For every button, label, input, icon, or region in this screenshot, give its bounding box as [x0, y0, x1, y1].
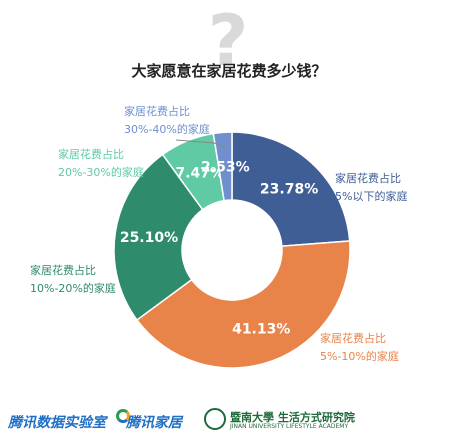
leader-line-slice-4 [175, 139, 227, 148]
chart-title: 大家愿意在家居花费多少钱？ [131, 62, 327, 80]
slice-value-label-1: 41.13% [232, 322, 290, 338]
slice-label-2-line1: 家居花费占比 [30, 264, 96, 277]
jinan-university-logo: 暨南大學 生活方式研究院 [230, 411, 355, 424]
slice-label-1-line2: 5%-10%的家庭 [320, 350, 399, 363]
slice-label-1: 家居花费占比 5%-10%的家庭 [320, 330, 399, 366]
slice-label-0: 家居花费占比 5%以下的家庭 [335, 170, 407, 206]
slice-label-4-line2: 30%-40%的家庭 [124, 123, 210, 136]
slice-label-3: 家居花费占比 20%-30%的家庭 [58, 146, 144, 182]
tencent-data-lab-logo: 腾讯数据实验室 [8, 415, 106, 431]
tencent-home-logo: 腾讯家居 [126, 415, 182, 431]
slice-label-0-line2: 5%以下的家庭 [335, 190, 408, 203]
jinan-university-subtitle: JINAN UNIVERSITY LIFESTYLE ACADEMY [230, 423, 349, 430]
slice-label-0-line1: 家居花费占比 [335, 172, 401, 185]
tencent-home-icon [116, 409, 130, 423]
slice-label-3-line2: 20%-30%的家庭 [58, 166, 144, 179]
question-mark-decoration: ? [207, 0, 249, 82]
slice-value-label-0: 23.78% [260, 181, 318, 197]
slice-label-4-line1: 家居花费占比 [124, 105, 190, 118]
slice-value-label-3: 7.47% [175, 165, 224, 181]
donut-slice-2 [113, 153, 204, 321]
slice-label-3-line1: 家居花费占比 [58, 148, 124, 161]
slice-label-2-line2: 10%-20%的家庭 [30, 282, 116, 295]
footer-logos: 腾讯数据实验室 腾讯家居 暨南大學 生活方式研究院 JINAN UNIVERSI… [0, 400, 458, 440]
donut-slice-4 [212, 131, 233, 202]
slice-label-2: 家居花费占比 10%-20%的家庭 [30, 262, 116, 298]
donut-slice-0 [231, 131, 351, 247]
donut-slice-1 [135, 240, 351, 369]
jinan-university-seal-icon [204, 408, 226, 430]
slice-value-label-2: 25.10% [120, 230, 178, 246]
slice-label-4: 家居花费占比 30%-40%的家庭 [124, 103, 210, 139]
slice-label-1-line1: 家居花费占比 [320, 332, 386, 345]
slice-value-label-4: 2.53% [201, 159, 250, 175]
